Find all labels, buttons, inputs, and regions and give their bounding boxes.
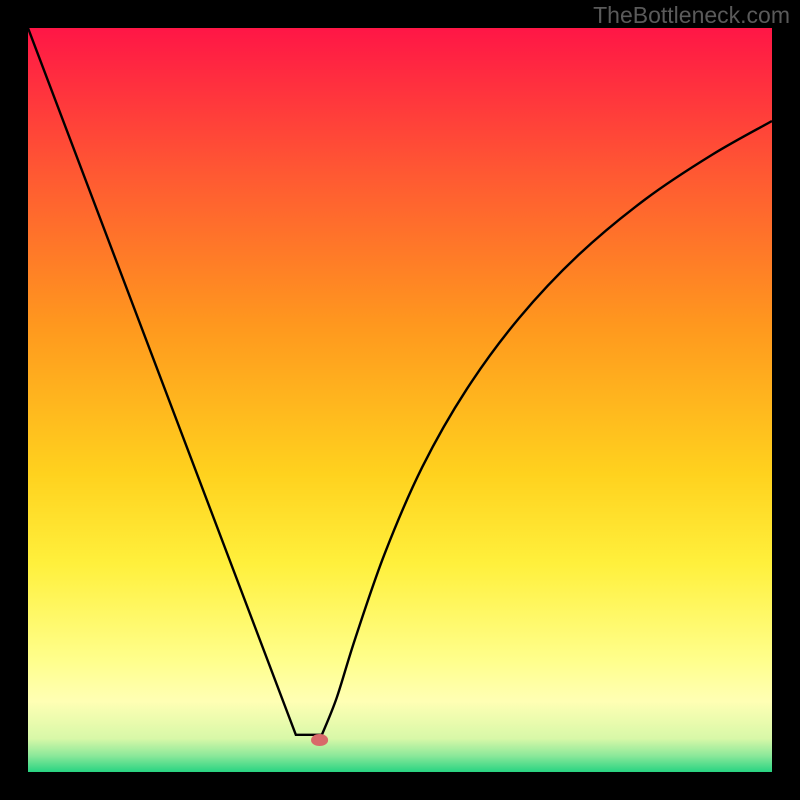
bottleneck-curve — [28, 28, 772, 772]
plot-area — [28, 28, 772, 772]
optimal-point-marker — [311, 734, 329, 746]
watermark-text: TheBottleneck.com — [593, 2, 790, 29]
chart-frame: TheBottleneck.com — [0, 0, 800, 800]
